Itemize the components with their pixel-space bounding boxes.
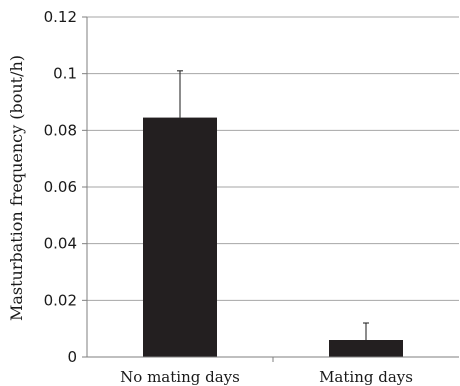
y-tick-label: 0.12 [44, 8, 77, 26]
y-tick-label: 0.08 [44, 121, 77, 139]
y-tick-label: 0 [67, 348, 77, 366]
axes [82, 16, 459, 362]
y-tick-label: 0.02 [44, 291, 77, 309]
x-category-labels: No mating days Mating days [120, 368, 413, 386]
y-tick-label: 0.1 [53, 65, 77, 83]
y-tick-labels: 0 0.02 0.04 0.06 0.08 0.1 0.12 [44, 8, 77, 366]
y-tick-label: 0.06 [44, 178, 77, 196]
bar [329, 340, 403, 357]
bars [143, 117, 403, 357]
y-axis-title: Masturbation frequency (bout/h) [7, 55, 26, 321]
y-tick-label: 0.04 [44, 235, 77, 253]
x-category-label: Mating days [319, 368, 413, 386]
bar [143, 117, 217, 357]
error-bars [177, 70, 369, 340]
x-category-label: No mating days [120, 368, 240, 386]
grid-lines [87, 16, 459, 301]
